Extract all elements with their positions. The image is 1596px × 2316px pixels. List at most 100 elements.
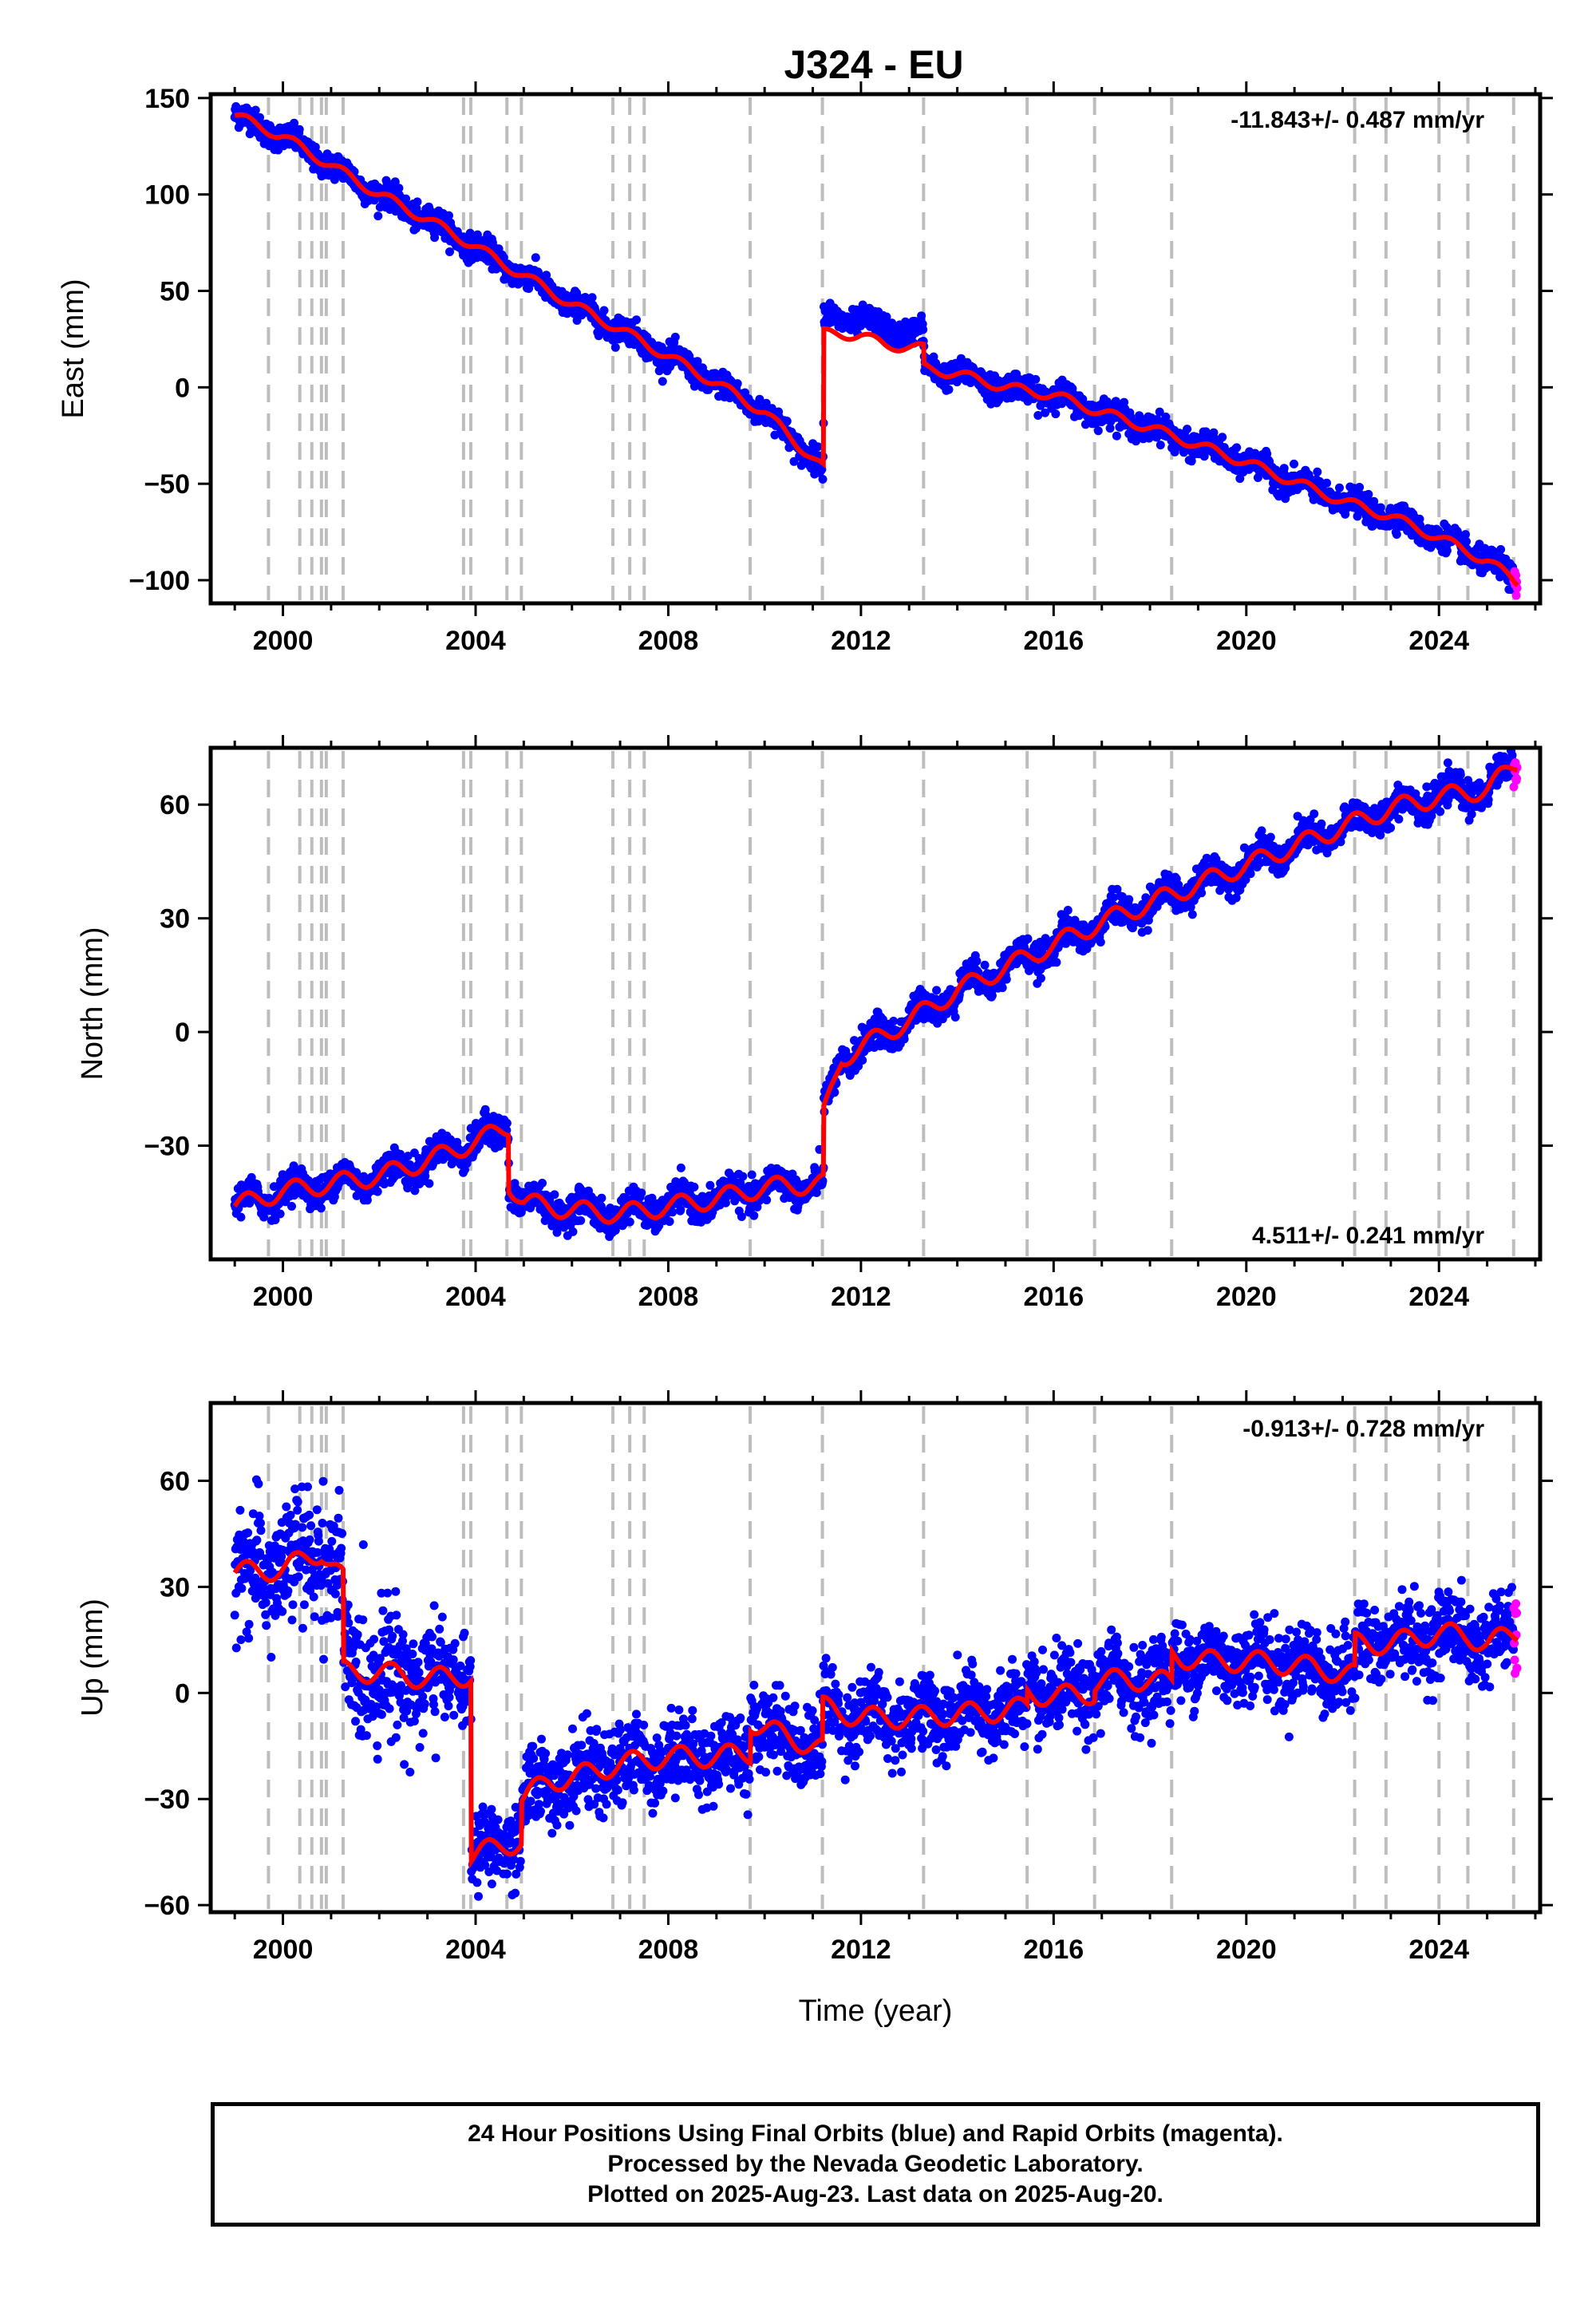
x-tick-label: 2004 bbox=[445, 626, 506, 656]
final-point bbox=[597, 1193, 606, 1203]
final-point bbox=[625, 1217, 634, 1227]
final-point bbox=[1218, 433, 1227, 442]
final-point bbox=[944, 385, 954, 394]
final-point bbox=[1051, 409, 1061, 419]
y-tick-label: −100 bbox=[128, 566, 190, 596]
final-point bbox=[1105, 424, 1115, 433]
plot-frame bbox=[208, 92, 1543, 606]
x-tick-label: 2008 bbox=[638, 626, 699, 656]
final-point bbox=[813, 442, 823, 452]
y-tick-label: 150 bbox=[144, 84, 190, 114]
final-point bbox=[1392, 530, 1401, 539]
x-tick-label: 2012 bbox=[831, 626, 891, 656]
final-point bbox=[316, 1203, 326, 1213]
final-point bbox=[1364, 489, 1373, 499]
final-point bbox=[502, 1118, 512, 1128]
final-point bbox=[425, 1179, 434, 1188]
final-point bbox=[373, 1187, 382, 1196]
final-point bbox=[542, 271, 551, 280]
rate-annotation: -11.843+/- 0.487 mm/yr bbox=[1231, 107, 1484, 133]
final-point bbox=[1313, 467, 1322, 476]
final-point bbox=[1355, 483, 1365, 492]
final-point bbox=[568, 1227, 578, 1236]
final-point bbox=[676, 1163, 685, 1172]
final-point bbox=[658, 377, 667, 386]
x-tick-label: 2000 bbox=[253, 626, 314, 656]
model-curve bbox=[234, 112, 1519, 587]
final-point bbox=[637, 1188, 646, 1198]
final-point bbox=[1335, 483, 1344, 492]
final-point bbox=[1155, 407, 1164, 417]
final-point bbox=[858, 1056, 867, 1065]
final-point bbox=[632, 315, 641, 325]
final-point bbox=[918, 325, 928, 334]
final-point bbox=[1462, 537, 1471, 546]
x-tick-label: 2020 bbox=[1216, 626, 1277, 656]
final-point bbox=[531, 253, 540, 263]
final-point bbox=[1442, 546, 1452, 555]
final-point bbox=[762, 1196, 772, 1205]
final-point bbox=[538, 1179, 547, 1188]
panel-1: 2000 2004 2008 2012 2016 2020 2024 150 100 50 0 −50… bbox=[57, 81, 1553, 656]
final-point bbox=[1112, 431, 1121, 441]
final-point bbox=[1322, 478, 1332, 488]
final-point bbox=[290, 118, 299, 128]
final-point bbox=[676, 1205, 685, 1215]
final-point bbox=[1232, 443, 1242, 453]
final-point bbox=[610, 342, 620, 352]
y-tick-label: 50 bbox=[160, 277, 190, 307]
final-point bbox=[705, 1180, 715, 1190]
final-point bbox=[789, 456, 799, 466]
final-point bbox=[670, 332, 680, 342]
x-tick-label: 2016 bbox=[1024, 626, 1084, 656]
final-point bbox=[576, 1215, 586, 1225]
y-tick-label: 100 bbox=[144, 180, 190, 211]
y-tick-label: −50 bbox=[144, 469, 190, 500]
x-tick-label: 2024 bbox=[1408, 626, 1469, 656]
final-point bbox=[310, 142, 320, 152]
final-point bbox=[1031, 374, 1041, 384]
final-point bbox=[599, 306, 609, 315]
final-point bbox=[1183, 425, 1192, 434]
final-point bbox=[413, 197, 422, 207]
final-point bbox=[889, 1017, 899, 1026]
final-point bbox=[749, 1211, 759, 1220]
final-point bbox=[668, 1207, 678, 1217]
final-point bbox=[1161, 412, 1171, 421]
final-point bbox=[665, 1217, 674, 1227]
final-point bbox=[737, 1212, 746, 1221]
final-point bbox=[1290, 459, 1298, 468]
final-point bbox=[755, 394, 764, 404]
final-point bbox=[770, 430, 780, 440]
final-point bbox=[882, 312, 891, 322]
final-point bbox=[733, 379, 742, 389]
final-point bbox=[747, 1170, 757, 1180]
final-point bbox=[689, 1182, 699, 1192]
y-axis-label: East (mm) bbox=[57, 279, 90, 418]
final-point bbox=[373, 211, 383, 221]
final-point bbox=[782, 417, 792, 426]
final-point bbox=[550, 1190, 559, 1199]
final-point bbox=[444, 211, 453, 220]
panels: 2000 2004 2008 2012 2016 2020 2024 150 100 50 0 −50… bbox=[57, 81, 1553, 1965]
final-point bbox=[1093, 426, 1103, 436]
final-point bbox=[1033, 411, 1043, 420]
final-point bbox=[738, 1172, 748, 1181]
final-point bbox=[587, 293, 597, 302]
final-point bbox=[430, 233, 440, 243]
final-point bbox=[1078, 394, 1088, 404]
final-point bbox=[362, 1196, 372, 1205]
final-point bbox=[287, 1202, 296, 1211]
final-point bbox=[251, 105, 260, 115]
final-point bbox=[1170, 447, 1179, 456]
final-point bbox=[1041, 408, 1050, 417]
panel-2: 2000 2004 2008 2012 2016 2020 202460300−30Nort… bbox=[76, 735, 1553, 1312]
final-point bbox=[932, 986, 942, 995]
y-tick-label: 0 bbox=[175, 373, 190, 403]
final-point bbox=[236, 1212, 246, 1222]
final-point bbox=[275, 1209, 285, 1219]
final-point bbox=[294, 124, 304, 134]
final-point bbox=[1156, 441, 1165, 450]
final-point bbox=[917, 311, 926, 321]
